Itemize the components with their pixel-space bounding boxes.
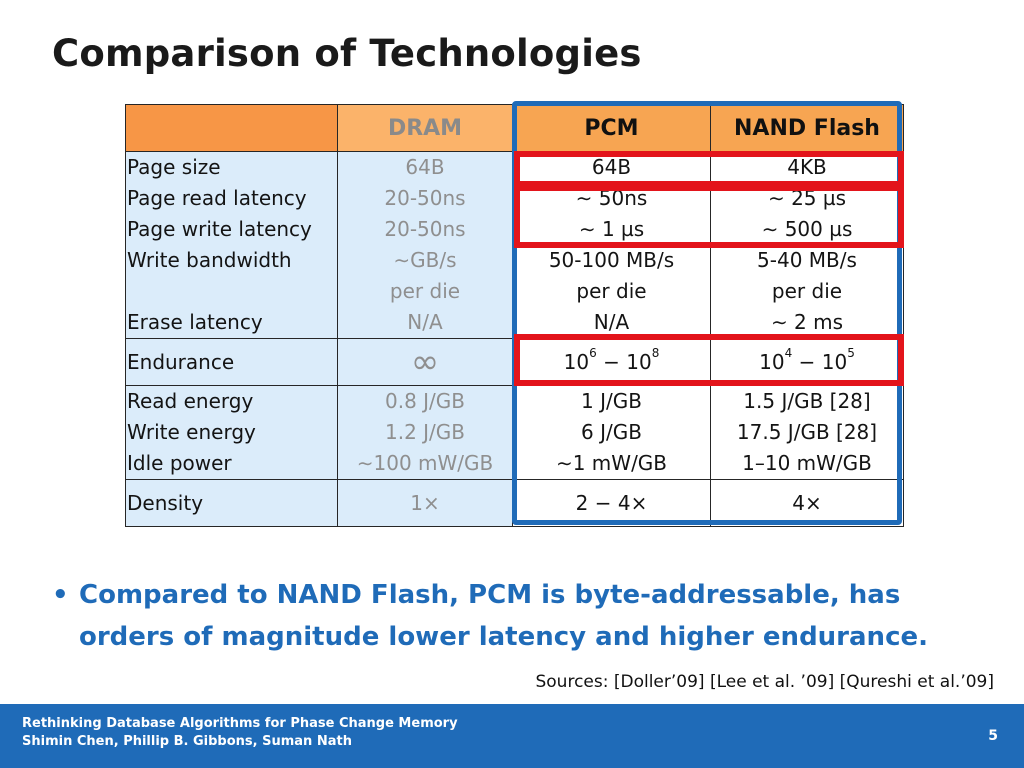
nand-read-energy: 1.5 J/GB [28] <box>743 389 871 413</box>
label-page-write-latency: Page write latency <box>127 217 312 241</box>
nand-idle-power: 1–10 mW/GB <box>742 451 872 475</box>
label-write-energy: Write energy <box>127 420 256 444</box>
sources-citation: Sources: [Doller’09] [Lee et al. ’09] [Q… <box>535 672 994 692</box>
summary-bullet: • Compared to NAND Flash, PCM is byte-ad… <box>52 574 982 658</box>
nand-write-latency: ∼ 500 µs <box>761 217 853 241</box>
dram-read-energy: 0.8 J/GB <box>384 389 466 413</box>
nand-erase-latency: ∼ 2 ms <box>770 310 844 334</box>
label-density: Density <box>127 490 204 515</box>
pcm-endurance-exp1: 6 <box>589 345 597 360</box>
pcm-density: 2 − 4× <box>575 490 648 515</box>
pcm-density-cell: 2 − 4× <box>512 479 711 527</box>
slide-title: Comparison of Technologies <box>52 32 642 75</box>
pcm-nand-highlight-frame <box>512 101 902 525</box>
pcm-endurance: 106 − 108 <box>513 345 710 378</box>
dram-endurance: ∞ <box>410 341 440 382</box>
pcm-write-latency: ∼ 1 µs <box>578 217 645 241</box>
dram-write-latency: 20-50ns <box>384 217 466 241</box>
nand-endurance-cell: 104 − 105 <box>710 338 904 386</box>
dram-density-cell: 1× <box>337 479 513 527</box>
dram-read-latency: 20-50ns <box>384 186 466 210</box>
pcm-write-energy: 6 J/GB <box>581 420 642 444</box>
label-write-bandwidth: Write bandwidth <box>127 248 292 272</box>
footer-talk-title: Rethinking Database Algorithms for Phase… <box>22 716 458 731</box>
pcm-energy: 1 J/GB 6 J/GB ∼1 mW/GB <box>512 385 711 480</box>
label-endurance-cell: Endurance <box>125 338 338 386</box>
pcm-endurance-exp2: 8 <box>651 345 660 360</box>
table-header-row: DRAM PCM NAND Flash <box>125 104 904 152</box>
dram-write-energy: 1.2 J/GB <box>384 420 466 444</box>
page-size-highlight <box>514 151 904 187</box>
pcm-bandwidth-unit: per die <box>576 279 647 303</box>
pcm-endurance-base1: 10 <box>563 349 590 374</box>
nand-write-bandwidth: 5-40 MB/s <box>757 248 857 272</box>
label-page-read-latency: Page read latency <box>127 186 307 210</box>
nand-endurance: 104 − 105 <box>711 345 903 378</box>
dram-performance: 64B 20-50ns 20-50ns ∼GB/s per die N/A <box>337 151 513 339</box>
pcm-endurance-cell: 106 − 108 <box>512 338 711 386</box>
header-pcm: PCM <box>512 104 711 152</box>
nand-endurance-sep: − <box>792 349 822 374</box>
label-read-energy: Read energy <box>127 389 254 413</box>
endurance-highlight <box>514 334 904 386</box>
dram-idle-power: ∼100 mW/GB <box>356 451 494 475</box>
comparison-table: DRAM PCM NAND Flash Page size Page read … <box>125 104 904 527</box>
nand-endurance-base2: 10 <box>821 349 848 374</box>
nand-page-size: 4KB <box>787 155 827 179</box>
bullet-dot-icon: • <box>52 580 69 610</box>
performance-labels: Page size Page read latency Page write l… <box>125 151 338 339</box>
dram-page-size: 64B <box>405 155 445 179</box>
header-corner <box>125 104 338 152</box>
label-idle-power: Idle power <box>127 451 232 475</box>
dram-write-bandwidth: ∼GB/s <box>393 248 457 272</box>
energy-labels: Read energy Write energy Idle power <box>125 385 338 480</box>
nand-energy: 1.5 J/GB [28] 17.5 J/GB [28] 1–10 mW/GB <box>710 385 904 480</box>
dram-bandwidth-unit: per die <box>389 279 461 303</box>
footer-bar: Rethinking Database Algorithms for Phase… <box>0 704 1024 768</box>
dram-endurance-cell: ∞ <box>337 338 513 386</box>
pcm-page-size: 64B <box>591 155 632 179</box>
summary-text: Compared to NAND Flash, PCM is byte-addr… <box>79 580 928 652</box>
pcm-erase-latency: N/A <box>593 310 630 334</box>
pcm-endurance-sep: − <box>596 349 627 374</box>
pcm-read-energy: 1 J/GB <box>581 389 642 413</box>
nand-endurance-base1: 10 <box>759 349 785 374</box>
table-row-density: Density 1× 2 − 4× 4× <box>125 479 904 527</box>
label-page-size: Page size <box>127 155 221 179</box>
dram-erase-latency: N/A <box>407 310 443 334</box>
dram-density: 1× <box>410 490 440 515</box>
nand-bandwidth-unit: per die <box>771 279 843 303</box>
header-nand-flash: NAND Flash <box>710 104 904 152</box>
pcm-write-bandwidth: 50-100 MB/s <box>548 248 675 272</box>
footer-authors: Shimin Chen, Phillip B. Gibbons, Suman N… <box>22 734 352 749</box>
table-row-energy: Read energy Write energy Idle power 0.8 … <box>125 385 904 480</box>
nand-write-energy: 17.5 J/GB [28] <box>736 420 878 444</box>
label-blank <box>126 276 337 307</box>
header-dram: DRAM <box>337 104 513 152</box>
table-row-endurance: Endurance ∞ 106 − 108 104 − 105 <box>125 338 904 386</box>
dram-energy: 0.8 J/GB 1.2 J/GB ∼100 mW/GB <box>337 385 513 480</box>
pcm-idle-power: ∼1 mW/GB <box>555 451 668 475</box>
nand-density-cell: 4× <box>710 479 904 527</box>
nand-endurance-exp1: 4 <box>784 345 793 360</box>
page-number: 5 <box>988 728 998 744</box>
label-density-cell: Density <box>125 479 338 527</box>
label-erase-latency: Erase latency <box>127 310 263 334</box>
nand-density: 4× <box>792 490 822 515</box>
label-endurance: Endurance <box>127 349 235 374</box>
pcm-endurance-base2: 10 <box>626 349 652 374</box>
nand-endurance-exp2: 5 <box>847 345 855 360</box>
latency-highlight <box>514 185 904 248</box>
